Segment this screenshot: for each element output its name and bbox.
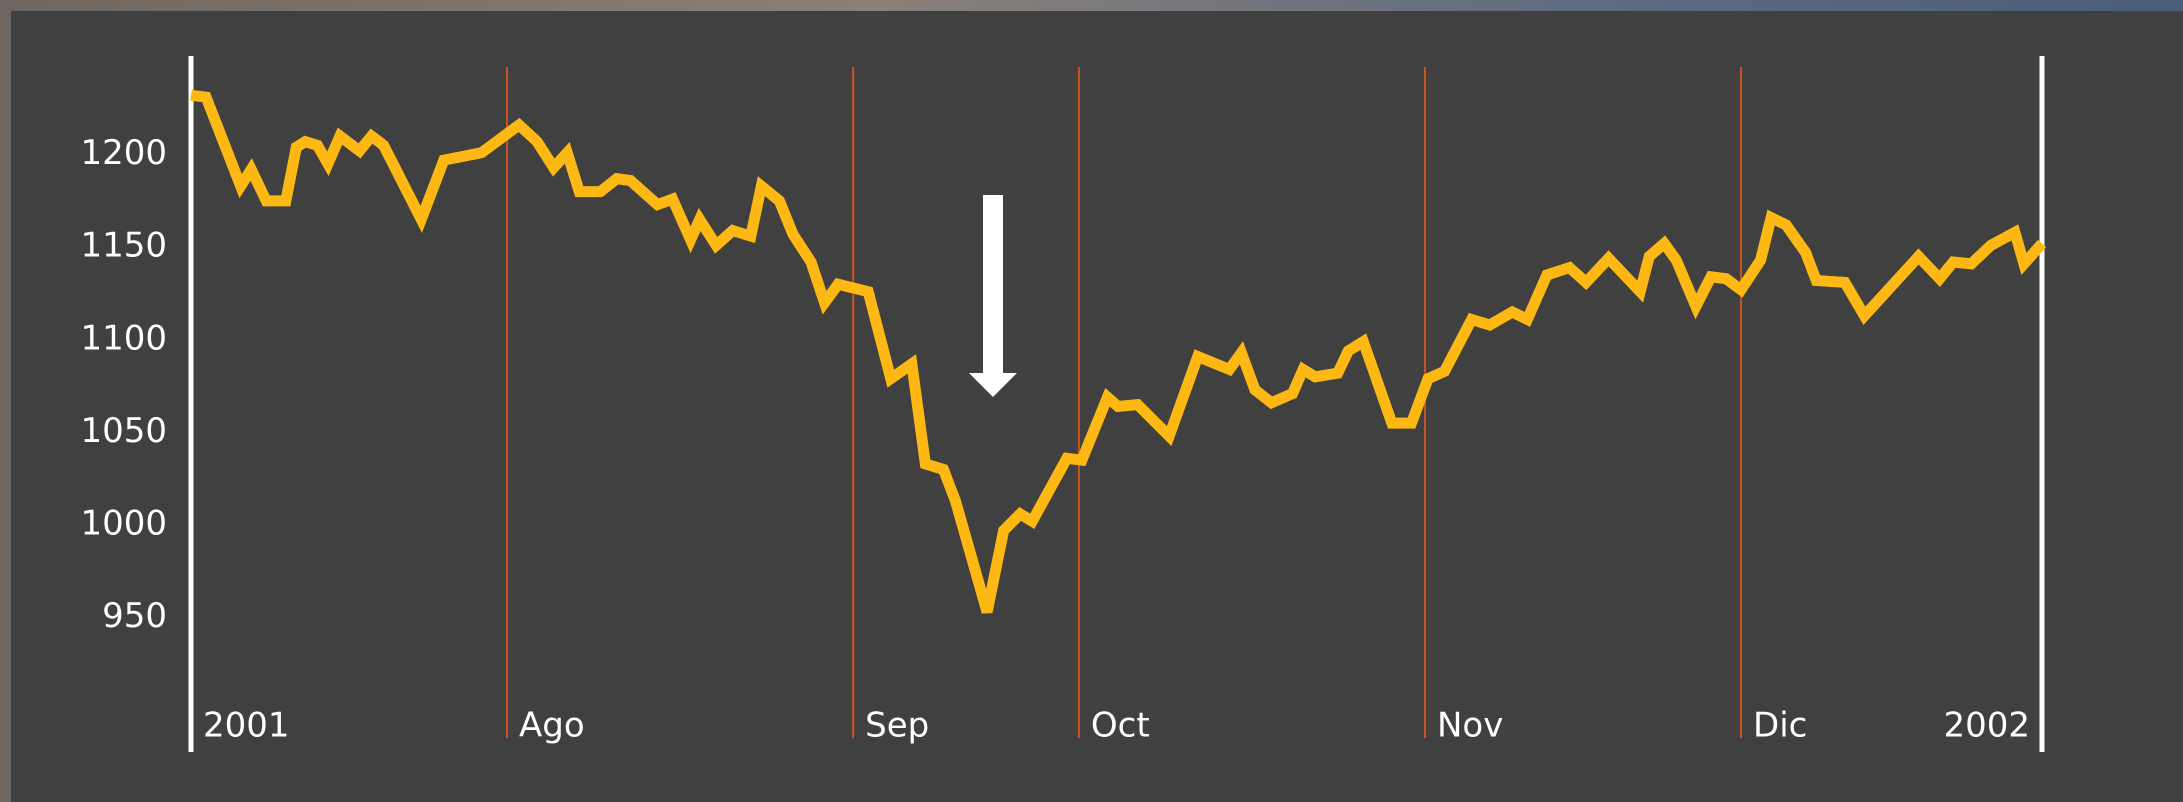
x-tick-label: Dic: [1753, 706, 1807, 746]
y-tick-label: 1100: [80, 318, 167, 358]
arrow-head: [969, 373, 1017, 397]
arrow: [969, 195, 1017, 397]
y-tick-label: 1050: [80, 411, 167, 451]
x-tick-label: Ago: [519, 706, 585, 746]
x-tick-label: Sep: [865, 706, 929, 746]
x-tick-label: Nov: [1437, 706, 1503, 746]
y-tick-label: 1000: [80, 504, 167, 544]
y-tick-label: 1150: [80, 226, 167, 266]
arrow-shaft: [983, 195, 1003, 375]
line: [190, 89, 2047, 614]
y-tick-label: 1200: [80, 133, 167, 173]
x-tick-label: Oct: [1091, 706, 1150, 746]
x-tick-label: 2002: [1943, 706, 2030, 746]
x-tick-label: 2001: [203, 706, 290, 746]
y-tick-label: 950: [102, 596, 167, 636]
